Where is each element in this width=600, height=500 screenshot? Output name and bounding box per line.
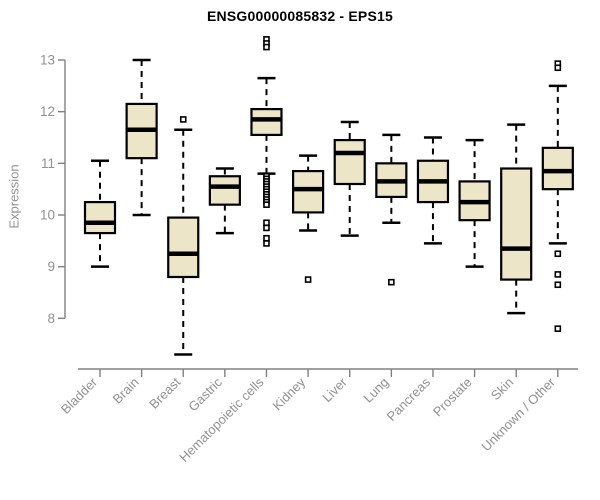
box-kidney [292, 169, 325, 214]
x-tick-label: Kidney [270, 374, 309, 413]
x-tick-label: Breast [146, 374, 183, 411]
outlier-point [554, 250, 562, 258]
outlier-point [554, 271, 562, 278]
box-liver [333, 138, 366, 186]
x-tick-label: Gastric [185, 374, 225, 414]
y-tick-label: 11 [41, 156, 55, 171]
chart-title: ENSG00000085832 - EPS15 [207, 8, 393, 24]
outlier-point [263, 224, 270, 232]
y-tick-label: 12 [40, 104, 55, 119]
outlier-point [304, 276, 312, 283]
x-tick-label: Pancreas [384, 374, 434, 424]
outlier-point [554, 325, 562, 332]
box-unknown-other [541, 146, 574, 191]
box-bladder [83, 200, 117, 235]
box-hematopoietic-cells [250, 107, 283, 137]
y-tick-label: 10 [40, 208, 55, 223]
y-tick-label: 13 [40, 53, 55, 68]
x-tick-label: Prostate [430, 375, 475, 420]
x-tick-label: Skin [488, 375, 516, 403]
x-tick-label: Liver [319, 374, 350, 405]
outlier-point [388, 278, 395, 286]
x-tick-label: Brain [110, 375, 142, 407]
outlier-point [263, 219, 270, 227]
outlier-point [263, 43, 270, 51]
box-gastric [208, 175, 241, 206]
x-tick-label: Bladder [58, 374, 101, 417]
x-tick-label: Lung [360, 375, 391, 406]
outlier-point [554, 281, 562, 289]
outlier-point [263, 234, 270, 242]
box-breast [167, 216, 200, 279]
y-tick-label: 9 [47, 259, 55, 274]
y-tick-label: 8 [47, 311, 55, 326]
outlier-point [263, 240, 270, 247]
box-skin [500, 167, 533, 281]
outlier-point [263, 201, 270, 208]
outlier-point [179, 116, 187, 123]
outlier-point [554, 64, 562, 72]
x-tick-label: Unknown / Other [478, 374, 558, 454]
